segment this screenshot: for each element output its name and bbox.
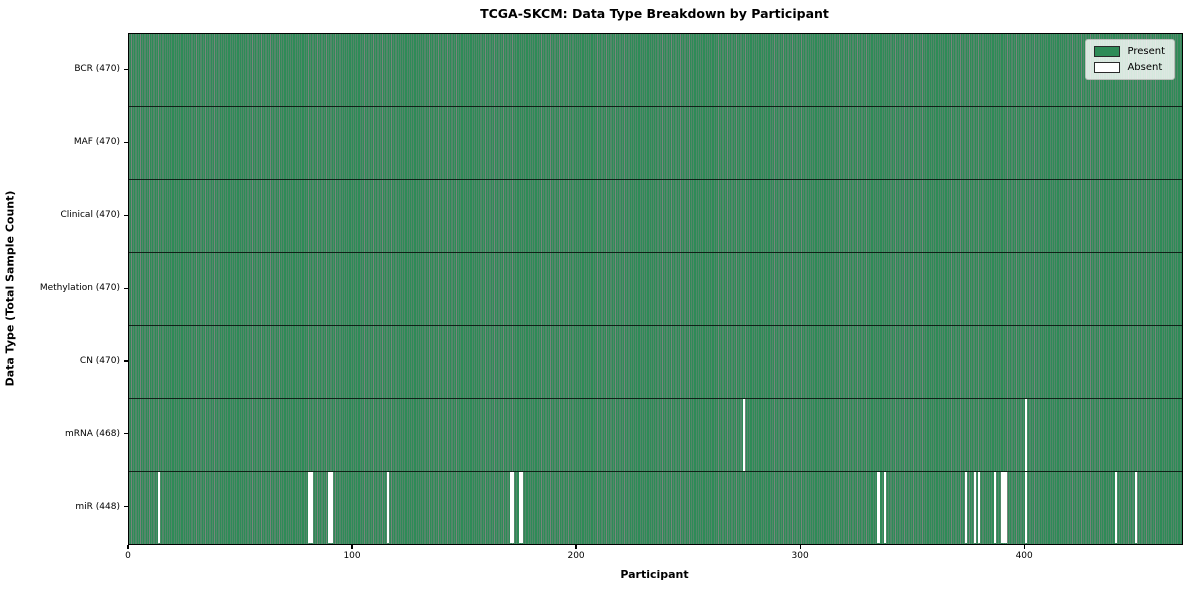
x-tick-mark — [799, 544, 801, 549]
y-tick-mark — [124, 506, 128, 508]
row-separator — [129, 252, 1182, 254]
y-tick-label-BCR: BCR (470) — [74, 64, 120, 75]
y-tick-label-miR: miR (448) — [75, 501, 120, 512]
y-tick-label-Clinical: Clinical (470) — [60, 210, 120, 221]
x-tick-label-200: 200 — [567, 551, 585, 561]
absent-mark-miR-400 — [1025, 471, 1028, 544]
absent-mark-miR-170 — [509, 471, 513, 544]
legend-item-absent: Absent — [1094, 62, 1165, 73]
absent-mark-miR-390 — [1002, 471, 1005, 544]
y-tick-label-mRNA: mRNA (468) — [65, 428, 120, 439]
legend: Present Absent — [1085, 39, 1175, 80]
absent-mark-miR-386 — [993, 471, 997, 544]
absent-mark-miR-90 — [330, 471, 333, 544]
y-tick-mark — [124, 433, 128, 435]
x-tick-label-300: 300 — [791, 551, 809, 561]
absent-mark-mRNA-274 — [742, 398, 746, 471]
legend-item-present: Present — [1094, 46, 1165, 57]
x-tick-label-100: 100 — [343, 551, 361, 561]
absent-mark-miR-449 — [1134, 471, 1138, 544]
x-tick-label-400: 400 — [1015, 551, 1033, 561]
absent-mark-miR-334 — [877, 471, 880, 544]
row-separator — [129, 324, 1182, 326]
x-tick-mark — [127, 544, 129, 549]
absent-mark-miR-379 — [978, 471, 981, 544]
absent-mark-mRNA-400 — [1025, 398, 1028, 471]
y-tick-label-CN: CN (470) — [79, 355, 120, 366]
absent-mark-miR-373 — [964, 471, 967, 544]
absent-mark-miR-391 — [1005, 471, 1008, 544]
row-separator — [129, 106, 1182, 108]
absent-mark-miR-115 — [386, 471, 389, 544]
absent-mark-miR-89 — [328, 471, 331, 544]
absent-mark-miR-377 — [973, 471, 976, 544]
row-separator — [129, 179, 1182, 181]
row-separator — [129, 470, 1182, 472]
legend-label-absent: Absent — [1127, 62, 1163, 73]
x-tick-mark — [351, 544, 353, 549]
absent-mark-miR-389 — [1000, 471, 1003, 544]
absent-mark-miR-81 — [310, 471, 313, 544]
y-tick-label-Methylation: Methylation (470) — [39, 283, 120, 293]
absent-mark-miR-171 — [512, 471, 515, 544]
x-axis-label: Participant — [620, 568, 689, 581]
y-tick-mark — [124, 68, 128, 71]
absent-mark-miR-80 — [308, 471, 311, 544]
absent-mark-miR-175 — [521, 471, 524, 544]
x-tick-label-0: 0 — [125, 551, 131, 561]
y-tick-mark — [124, 141, 128, 143]
present-swatch-icon — [1094, 46, 1121, 57]
absent-mark-miR-174 — [518, 471, 522, 544]
y-tick-mark — [124, 287, 128, 289]
absent-mark-miR-440 — [1114, 471, 1118, 544]
x-tick-mark — [575, 544, 577, 549]
row-separator — [129, 397, 1182, 399]
absent-mark-miR-13 — [158, 471, 161, 544]
y-tick-mark — [124, 214, 128, 216]
y-tick-label-MAF: MAF (470) — [73, 137, 120, 148]
absent-mark-miR-337 — [884, 471, 887, 544]
x-tick-mark — [1023, 544, 1025, 549]
legend-label-present: Present — [1127, 46, 1165, 57]
y-tick-mark — [124, 360, 128, 362]
chart-title: TCGA-SKCM: Data Type Breakdown by Partic… — [480, 6, 829, 21]
absent-swatch-icon — [1094, 62, 1121, 73]
plot-area: Present Absent — [128, 33, 1183, 545]
